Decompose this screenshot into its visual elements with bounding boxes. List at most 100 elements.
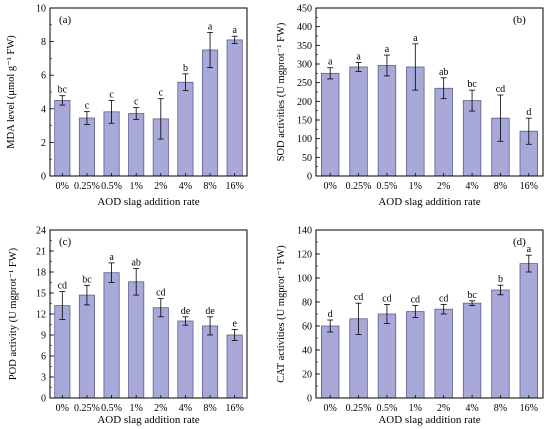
bar xyxy=(226,39,243,177)
significance-letter: d xyxy=(526,107,531,118)
significance-letter: e xyxy=(232,318,237,329)
bar xyxy=(128,281,145,399)
bar xyxy=(78,117,95,177)
significance-letter: cd xyxy=(382,293,391,304)
panel-label: (a) xyxy=(59,14,72,26)
y-tick-label: 0 xyxy=(307,394,312,405)
x-tick-label: 0% xyxy=(324,403,337,414)
y-tick-label: 300 xyxy=(297,60,312,71)
x-tick-label: 0.25% xyxy=(346,403,372,414)
significance-letter: a xyxy=(385,44,390,55)
significance-letter: bc xyxy=(467,79,477,90)
x-tick-label: 0.25% xyxy=(74,403,100,414)
y-tick-label: 0 xyxy=(307,172,312,183)
y-tick-label: 60 xyxy=(302,322,312,333)
x-tick-label: 4% xyxy=(465,181,478,192)
y-axis-title: SOD activities (U mgprot⁻¹ FW) xyxy=(276,22,287,161)
bar xyxy=(320,325,340,399)
y-tick-label: 18 xyxy=(36,268,46,279)
panel-label: (c) xyxy=(59,236,72,248)
significance-letter: d xyxy=(328,309,333,320)
x-tick-label: 1% xyxy=(409,403,422,414)
x-tick-label: 8% xyxy=(494,403,507,414)
panel-label: (b) xyxy=(513,14,526,26)
x-tick-label: 4% xyxy=(179,403,192,414)
y-tick-label: 20 xyxy=(302,370,312,381)
significance-letter: a xyxy=(328,57,333,68)
significance-letter: c xyxy=(85,101,90,112)
bar xyxy=(519,263,539,399)
significance-letter: bc xyxy=(467,290,477,301)
bar xyxy=(152,307,169,399)
x-tick-label: 0% xyxy=(324,181,337,192)
bar xyxy=(202,325,219,399)
x-tick-label: 1% xyxy=(130,181,143,192)
y-tick-label: 80 xyxy=(302,298,312,309)
x-tick-label: 0.5% xyxy=(101,403,122,414)
y-tick-label: 12 xyxy=(36,310,46,321)
x-axis-title: AOD slag addition rate xyxy=(97,414,199,426)
x-axis-title: AOD slag addition rate xyxy=(97,196,199,208)
bar xyxy=(128,113,145,177)
bar xyxy=(406,311,425,399)
plot-frame xyxy=(49,229,248,399)
significance-letter: cd xyxy=(58,281,67,292)
y-tick-label: 450 xyxy=(297,4,312,15)
significance-letter: de xyxy=(205,306,215,317)
y-tick-label: 250 xyxy=(297,78,312,89)
x-axis-title: AOD slag addition rate xyxy=(378,414,480,426)
plot-frame xyxy=(49,7,248,177)
y-axis-title: POD activity (U mgprot⁻¹ FW) xyxy=(8,247,19,380)
bar xyxy=(103,272,120,399)
bar xyxy=(491,289,510,399)
y-tick-label: 0 xyxy=(41,172,46,183)
x-tick-label: 8% xyxy=(203,403,216,414)
x-tick-label: 1% xyxy=(130,403,143,414)
x-tick-label: 2% xyxy=(437,181,450,192)
significance-letter: cd xyxy=(354,292,363,303)
y-tick-label: 4 xyxy=(41,104,46,115)
y-tick-label: 140 xyxy=(297,226,312,237)
y-tick-label: 2 xyxy=(41,138,46,149)
y-tick-label: 6 xyxy=(41,71,46,82)
y-tick-label: 40 xyxy=(302,346,312,357)
bar xyxy=(202,49,219,177)
significance-letter: a xyxy=(413,33,418,44)
y-tick-label: 200 xyxy=(297,97,312,108)
significance-letter: a xyxy=(109,252,114,263)
y-tick-label: 10 xyxy=(36,4,46,15)
significance-letter: cd xyxy=(156,288,165,299)
bar xyxy=(54,100,71,177)
significance-letter: b xyxy=(183,63,188,74)
x-tick-label: 16% xyxy=(226,403,244,414)
significance-letter: c xyxy=(134,97,139,108)
y-tick-label: 0 xyxy=(41,394,46,405)
x-tick-label: 2% xyxy=(154,403,167,414)
significance-letter: ab xyxy=(439,67,448,78)
y-tick-label: 6 xyxy=(41,352,46,363)
y-tick-label: 9 xyxy=(41,331,46,342)
panel-label: (d) xyxy=(513,236,526,248)
x-tick-label: 0% xyxy=(56,181,69,192)
bar xyxy=(226,334,243,399)
significance-letter: bc xyxy=(58,85,68,96)
x-tick-label: 4% xyxy=(465,403,478,414)
x-tick-label: 8% xyxy=(203,181,216,192)
panel-a: bc 0% c 0.25% c 0.5% c 1% c 2% b 4% a 8% a 16% 0 2 4 6 8 10 (a… xyxy=(6,4,248,208)
y-tick-label: 400 xyxy=(297,22,312,33)
significance-letter: a xyxy=(356,52,361,63)
significance-letter: cd xyxy=(411,295,420,306)
bar xyxy=(349,66,368,177)
bar xyxy=(377,313,397,399)
y-axis-title: MDA level (μmol g⁻¹ FW) xyxy=(6,35,17,149)
x-axis-title: AOD slag addition rate xyxy=(378,196,480,208)
x-tick-label: 8% xyxy=(494,181,507,192)
y-tick-label: 24 xyxy=(36,226,46,237)
plot-frame xyxy=(315,7,544,177)
bar xyxy=(78,294,95,399)
panel-c: cd 0% bc 0.25% a 0.5% ab 1% cd 2% de 4% de 8% e 16% 0 3 6 9… xyxy=(8,226,248,426)
x-tick-label: 0.25% xyxy=(74,181,100,192)
bar xyxy=(320,72,340,177)
panel-b: a 0% a 0.25% a 0.5% a 1% ab 2% bc 4% cd 8% d 16% 0 50 100 1… xyxy=(276,4,544,208)
x-tick-label: 16% xyxy=(520,181,538,192)
